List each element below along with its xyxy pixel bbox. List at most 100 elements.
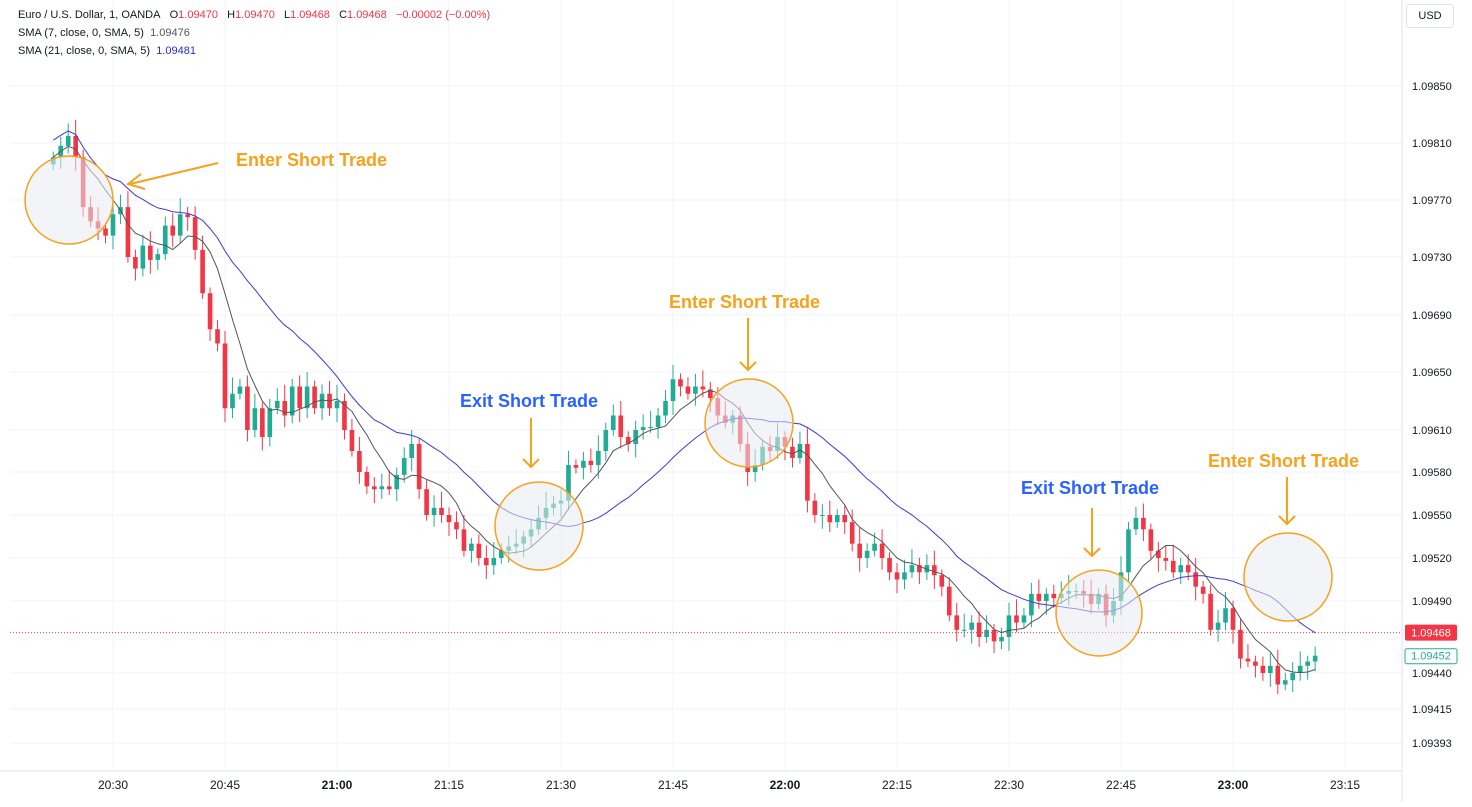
time-tick-label: 20:30 bbox=[98, 778, 128, 792]
candle-body bbox=[655, 415, 661, 428]
annotations: Enter Short Trade Enter Short Trade Enter … bbox=[24, 150, 1359, 657]
candle-body bbox=[372, 486, 377, 490]
candle-body bbox=[401, 458, 407, 475]
candle-body bbox=[274, 401, 280, 409]
price-tick-label: 1.09650 bbox=[1412, 367, 1452, 379]
candle-body bbox=[461, 529, 467, 551]
candle-body bbox=[357, 451, 362, 472]
candle-body bbox=[1223, 608, 1228, 623]
price-tick-label: 1.09810 bbox=[1412, 138, 1452, 150]
candle-body bbox=[961, 629, 967, 631]
chart-legend: Euro / U.S. Dollar, 1, OANDA O1.09470 H1… bbox=[18, 6, 490, 60]
candle-body bbox=[887, 558, 892, 573]
candle-body bbox=[65, 135, 71, 146]
time-tick-label: 21:45 bbox=[658, 778, 688, 792]
candle-body bbox=[73, 135, 78, 158]
high-value: 1.09470 bbox=[235, 9, 275, 21]
candle-body bbox=[454, 522, 459, 530]
price-tick-label: 1.09393 bbox=[1412, 738, 1452, 750]
change-value: −0.00002 (−0.00%) bbox=[395, 9, 491, 21]
sma21-line bbox=[53, 130, 1316, 634]
candle-body bbox=[230, 393, 235, 409]
candle-body bbox=[177, 214, 183, 236]
candle-body bbox=[215, 329, 220, 344]
candle-body bbox=[1200, 586, 1206, 594]
candle-body bbox=[140, 245, 146, 269]
candle-body bbox=[319, 393, 325, 409]
candle-body bbox=[999, 637, 1004, 642]
time-tick-label: 22:00 bbox=[770, 778, 801, 792]
candle-body bbox=[1238, 629, 1243, 659]
legend-sma7-row[interactable]: SMA (7, close, 0, SMA, 5) 1.09476 bbox=[18, 24, 490, 42]
candle-body bbox=[1051, 593, 1057, 599]
candle-body bbox=[812, 500, 818, 515]
candle-body bbox=[148, 245, 153, 260]
open-label: O bbox=[169, 9, 179, 21]
candle-body bbox=[685, 386, 691, 394]
candle-body bbox=[625, 437, 631, 444]
candle-body bbox=[648, 427, 653, 429]
candle-body bbox=[1014, 615, 1019, 623]
arrow-head bbox=[125, 173, 146, 190]
candle-body bbox=[1036, 593, 1042, 601]
annotation-enter-short-1: Enter Short Trade bbox=[236, 150, 387, 170]
candle-body bbox=[252, 408, 258, 430]
currency-button[interactable]: USD bbox=[1406, 4, 1454, 28]
candle-body bbox=[1126, 529, 1131, 573]
candle-body bbox=[498, 550, 504, 558]
candle-body bbox=[588, 460, 594, 465]
candle-body bbox=[222, 343, 228, 409]
candle-body bbox=[1282, 680, 1288, 685]
candle-body bbox=[566, 465, 571, 501]
highlight-circle bbox=[1243, 532, 1333, 622]
candle-body bbox=[640, 427, 646, 430]
annotation-exit-short-1: Exit Short Trade bbox=[460, 391, 598, 411]
time-tick-label: 21:15 bbox=[434, 778, 464, 792]
time-tick-label: 20:45 bbox=[210, 778, 240, 792]
candle-body bbox=[603, 430, 609, 451]
high-label: H bbox=[227, 9, 236, 21]
symbol-title: Euro / U.S. Dollar, 1, OANDA bbox=[18, 9, 161, 21]
close-label: C bbox=[339, 9, 348, 21]
candle-body bbox=[700, 386, 706, 390]
current-price-badge bbox=[1405, 624, 1457, 641]
candle-body bbox=[909, 565, 915, 573]
time-tick-label: 22:45 bbox=[1106, 778, 1136, 792]
time-tick-label: 22:30 bbox=[994, 778, 1024, 792]
candle-body bbox=[170, 225, 176, 236]
candle-body bbox=[192, 217, 198, 250]
candle-body bbox=[857, 543, 862, 558]
open-value: 1.09470 bbox=[178, 9, 218, 21]
candle-body bbox=[1297, 665, 1303, 673]
candle-body bbox=[902, 572, 907, 580]
candle-body bbox=[790, 446, 795, 458]
candle-body bbox=[334, 401, 340, 409]
candle-body bbox=[894, 572, 900, 580]
close-value: 1.09468 bbox=[347, 9, 387, 21]
low-label: L bbox=[284, 9, 291, 21]
candle-body bbox=[932, 565, 937, 576]
candle-body bbox=[976, 622, 982, 637]
candle-body bbox=[342, 401, 347, 430]
highlight-circle bbox=[704, 378, 794, 468]
candle-body bbox=[849, 522, 855, 544]
candle-body bbox=[1193, 572, 1198, 587]
time-tick-label: 22:15 bbox=[882, 778, 912, 792]
candle-body bbox=[1141, 517, 1146, 530]
candle-body bbox=[1133, 517, 1139, 530]
price-tick-label: 1.09490 bbox=[1412, 596, 1452, 608]
candle-body bbox=[991, 629, 997, 642]
candle-body bbox=[879, 543, 885, 558]
candle-body bbox=[155, 254, 161, 260]
candle-body bbox=[469, 543, 474, 551]
sma7-value: 1.09476 bbox=[150, 27, 190, 39]
legend-sma21-row[interactable]: SMA (21, close, 0, SMA, 5) 1.09481 bbox=[18, 42, 490, 60]
price-tick-label: 1.09690 bbox=[1412, 310, 1452, 322]
candle-body bbox=[1178, 565, 1184, 573]
arrow-head bbox=[739, 361, 757, 372]
candle-body bbox=[1312, 655, 1318, 662]
candle-body bbox=[984, 629, 989, 637]
current-price-label: 1.09468 bbox=[1411, 628, 1451, 640]
